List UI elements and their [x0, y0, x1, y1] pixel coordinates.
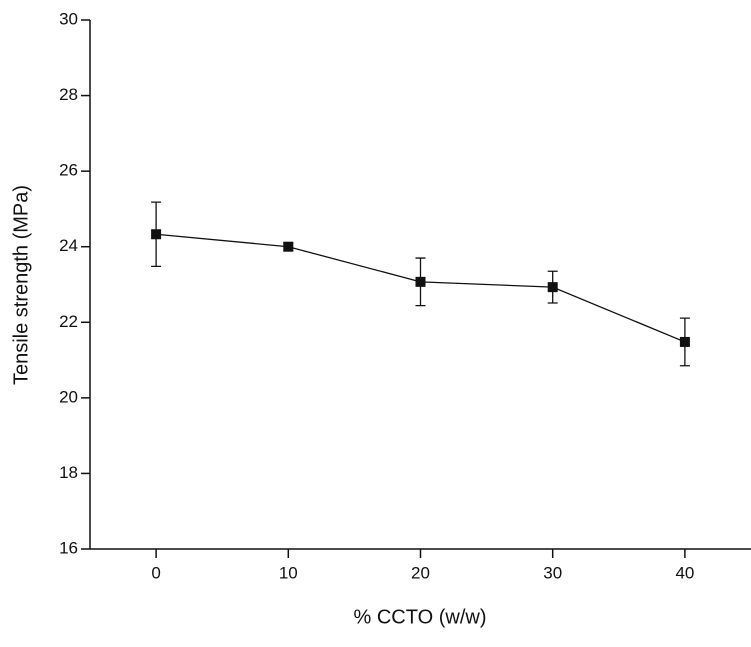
- y-tick-label: 24: [59, 236, 78, 255]
- data-point: [547, 282, 558, 293]
- data-point: [151, 229, 162, 240]
- y-axis-title: Tensile strength (MPa): [10, 185, 32, 385]
- y-tick-label: 30: [59, 9, 78, 28]
- y-tick-label: 18: [59, 463, 78, 482]
- data-point: [415, 276, 426, 287]
- data-point: [679, 336, 690, 347]
- x-tick-label: 20: [411, 563, 430, 582]
- x-tick-label: 30: [543, 563, 562, 582]
- y-tick-label: 22: [59, 312, 78, 331]
- x-tick-label: 10: [279, 563, 298, 582]
- y-tick-label: 28: [59, 85, 78, 104]
- y-tick-label: 16: [59, 538, 78, 557]
- data-point: [283, 241, 294, 252]
- y-tick-label: 20: [59, 387, 78, 406]
- x-axis-title: % CCTO (w/w): [354, 606, 487, 628]
- x-tick-label: 0: [151, 563, 160, 582]
- y-tick-label: 26: [59, 161, 78, 180]
- x-tick-label: 40: [675, 563, 694, 582]
